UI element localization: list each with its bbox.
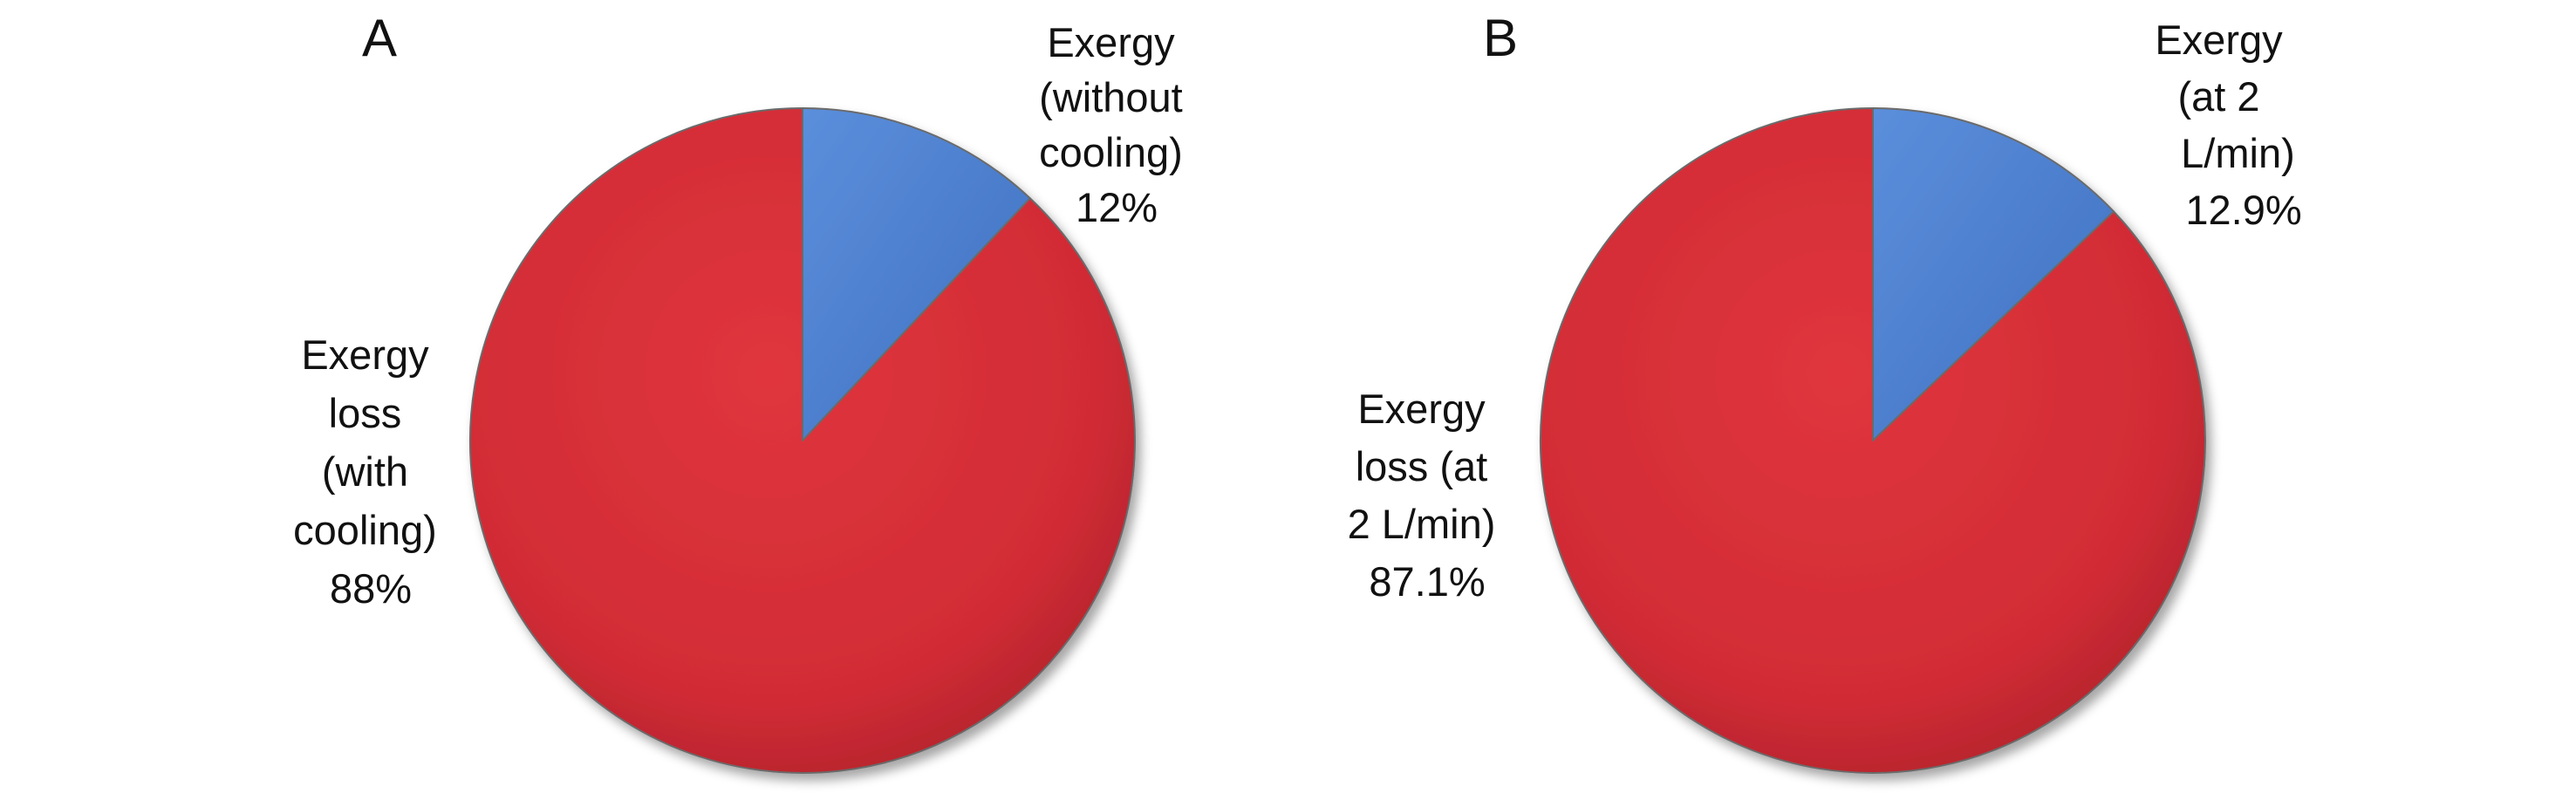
- pie-chart-b: B Exergy (at 2 L/min) 12.9% Exergy loss …: [1348, 9, 2306, 774]
- pie-a-label-exergy: Exergy (without cooling) 12%: [1039, 19, 1194, 230]
- pie-b-label-exergy-loss: Exergy loss (at 2 L/min) 87.1%: [1348, 386, 1507, 605]
- pie-b-slices: [1539, 107, 2206, 774]
- pie-a-label-exergy-loss: Exergy loss (with cooling) 88%: [293, 332, 448, 612]
- pie-chart-a: A Exergy (without cooling) 12% Exergy lo…: [293, 9, 1194, 774]
- pie-b-label-exergy: Exergy (at 2 L/min) 12.9%: [2155, 17, 2306, 233]
- pie-b-slice-exergy-loss: [1539, 107, 2206, 774]
- pie-a-slices: [469, 107, 1136, 774]
- panel-label-b: B: [1483, 9, 1518, 67]
- panel-label-a: A: [362, 9, 397, 67]
- pie-a-slice-exergy: [802, 107, 1031, 441]
- pie-a-slice-exergy-loss: [469, 107, 1136, 774]
- pie-b-slice-exergy: [1872, 107, 2115, 441]
